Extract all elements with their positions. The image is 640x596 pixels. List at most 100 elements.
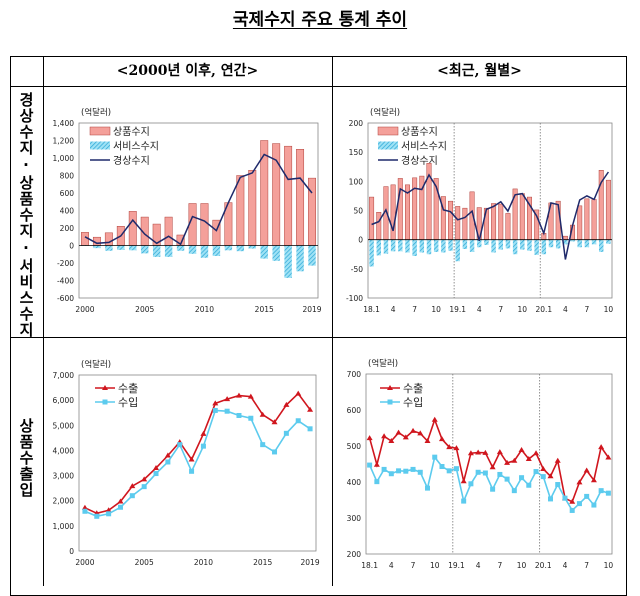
import-point	[308, 426, 313, 431]
legend-label: 수출	[403, 382, 423, 395]
services-balance-bar	[141, 246, 148, 254]
goods-balance-bar	[448, 201, 452, 240]
y-tick-label: 1,200	[53, 137, 75, 146]
x-tick-label: 18.1	[363, 305, 380, 314]
legend-label: 서비스수지	[113, 141, 159, 153]
goods-balance-bar	[165, 217, 172, 245]
y-tick-label: 800	[60, 172, 75, 181]
import-point	[154, 471, 159, 476]
import-point	[418, 470, 423, 475]
y-tick-label: -100	[346, 294, 363, 303]
services-balance-bar	[369, 240, 373, 267]
import-point	[468, 481, 473, 486]
import-point	[562, 496, 567, 501]
import-point	[548, 496, 553, 501]
legend-label: 수출	[118, 382, 138, 395]
y-tick-label: -400	[57, 277, 74, 286]
import-point	[130, 493, 135, 498]
services-balance-bar	[189, 246, 196, 254]
export-point	[519, 447, 525, 452]
export-point	[439, 436, 445, 441]
import-point	[236, 413, 241, 418]
x-tick-label: 7	[584, 561, 589, 570]
import-point	[177, 442, 182, 447]
services-balance-bar	[398, 240, 402, 252]
export-point	[584, 467, 590, 472]
x-tick-label: 10	[431, 305, 441, 314]
goods-balance-bar	[105, 233, 112, 246]
services-balance-bar	[499, 240, 503, 250]
x-tick-label: 10	[430, 561, 440, 570]
services-balance-bar	[434, 240, 438, 252]
legend-square-marker	[103, 400, 108, 405]
y-tick-label: 400	[60, 207, 75, 216]
x-tick-label: 2019	[301, 558, 320, 567]
services-balance-bar	[384, 240, 388, 254]
import-point	[118, 505, 123, 510]
goods-balance-bar	[237, 176, 244, 246]
x-tick-label: 19.1	[449, 305, 466, 314]
chart-1: (억달러)-600-400-20002004006008001,0001,200…	[53, 107, 322, 314]
goods-balance-bar	[491, 204, 495, 240]
x-tick-label: 4	[476, 561, 481, 570]
import-point	[541, 474, 546, 479]
goods-balance-bar	[377, 212, 381, 239]
y-tick-label: 50	[353, 207, 363, 216]
export-point	[533, 450, 539, 455]
goods-balance-bar	[563, 236, 567, 240]
goods-balance-bar	[606, 180, 610, 240]
import-point	[476, 470, 481, 475]
import-point	[225, 409, 230, 414]
import-point	[189, 469, 194, 474]
import-point	[490, 487, 495, 492]
services-balance-bar	[448, 240, 452, 251]
services-balance-bar	[405, 240, 409, 253]
import-point	[505, 477, 510, 482]
unit-label: (억달러)	[81, 359, 111, 370]
export-point	[490, 464, 496, 469]
export-point	[200, 431, 206, 436]
x-tick-label: 20.1	[535, 305, 552, 314]
services-balance-bar	[534, 240, 538, 255]
import-point	[248, 416, 253, 421]
import-point	[512, 488, 517, 493]
services-balance-bar	[201, 246, 208, 258]
services-balance-bar	[470, 240, 474, 252]
import-point	[606, 491, 611, 496]
import-point	[461, 499, 466, 504]
services-balance-bar	[513, 240, 517, 255]
import-point	[403, 469, 408, 474]
services-balance-bar	[412, 240, 416, 256]
services-balance-bar	[491, 240, 495, 253]
services-balance-bar	[272, 246, 279, 261]
import-point	[519, 475, 524, 480]
series-line-1	[85, 411, 310, 517]
import-point	[396, 468, 401, 473]
y-tick-label: 700	[347, 370, 362, 379]
x-tick-label: 4	[389, 561, 394, 570]
import-point	[483, 471, 488, 476]
x-tick-label: 4	[563, 561, 568, 570]
export-point	[540, 466, 546, 471]
import-point	[165, 459, 170, 464]
import-point	[389, 471, 394, 476]
y-tick-label: 600	[347, 406, 362, 415]
import-point	[425, 486, 430, 491]
x-tick-label: 2015	[255, 305, 274, 314]
x-tick-label: 19.1	[448, 561, 465, 570]
services-balance-bar	[129, 246, 136, 251]
unit-label: (억달러)	[368, 358, 398, 369]
x-tick-label: 4	[391, 305, 396, 314]
y-tick-label: 1,000	[53, 522, 75, 531]
goods-balance-bar	[506, 213, 510, 239]
goods-balance-bar	[296, 149, 303, 245]
y-tick-label: 500	[347, 442, 362, 451]
services-balance-bar	[177, 246, 184, 251]
legend-swatch-goods	[90, 127, 110, 135]
export-point	[396, 430, 402, 435]
import-point	[570, 508, 575, 513]
legend-label: 경상수지	[401, 154, 438, 167]
x-tick-label: 4	[563, 305, 568, 314]
y-tick-label: 200	[349, 119, 364, 128]
import-point	[439, 464, 444, 469]
